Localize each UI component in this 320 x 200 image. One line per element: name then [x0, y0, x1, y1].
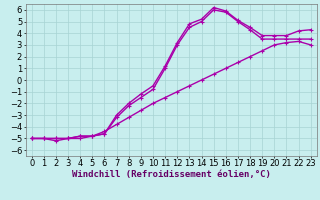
- X-axis label: Windchill (Refroidissement éolien,°C): Windchill (Refroidissement éolien,°C): [72, 170, 271, 179]
